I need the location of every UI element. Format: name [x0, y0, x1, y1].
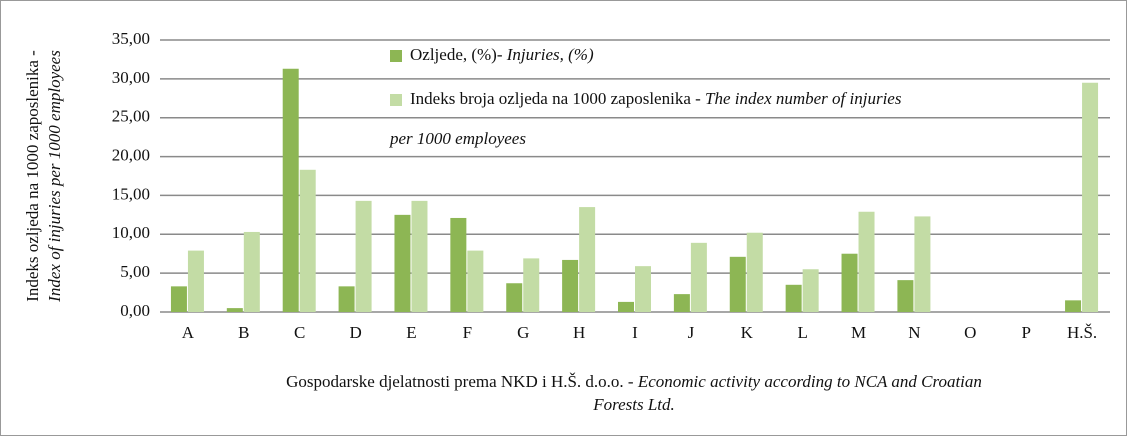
- x-tick-label: M: [851, 323, 866, 342]
- x-tick-label: J: [688, 323, 695, 342]
- bar: [282, 68, 299, 312]
- bar: [467, 250, 484, 312]
- x-axis-label: Forests Ltd.: [592, 395, 675, 414]
- x-tick-label: E: [406, 323, 416, 342]
- bar: [579, 207, 596, 312]
- x-tick-label: B: [238, 323, 249, 342]
- bar: [226, 308, 243, 312]
- bar: [523, 258, 540, 312]
- y-tick-label: 5,00: [120, 262, 150, 281]
- bar: [243, 231, 260, 312]
- bar: [562, 259, 579, 312]
- legend-name: Indeks broja ozljeda na 1000 zaposlenika…: [410, 89, 705, 108]
- x-tick-label: K: [741, 323, 754, 342]
- y-axis-label: Indeks ozljeda na 1000 zaposlenika -: [23, 50, 42, 302]
- legend-label: Ozljede, (%)- Injuries, (%): [410, 45, 594, 64]
- y-tick-label: 20,00: [112, 145, 150, 164]
- x-tick-label: I: [632, 323, 638, 342]
- y-axis-label-part: Indeks ozljeda na 1000 zaposlenika -: [23, 50, 42, 302]
- bar: [299, 169, 316, 312]
- x-axis-label-part: Economic activity according to NCA and C…: [637, 372, 982, 391]
- bar: [411, 200, 428, 312]
- bar: [897, 280, 914, 312]
- legend-name-en: Injuries, (%): [506, 45, 594, 64]
- y-axis-label-part: Index of injuries per 1000 employees: [45, 50, 64, 303]
- x-tick-label: O: [964, 323, 976, 342]
- bar: [170, 286, 187, 312]
- x-tick-label: H.Š.: [1067, 323, 1097, 342]
- x-tick-label: F: [463, 323, 472, 342]
- bar: [355, 200, 372, 312]
- y-tick-label: 35,00: [112, 29, 150, 48]
- bar: [1065, 300, 1082, 312]
- y-axis-label: Index of injuries per 1000 employees: [45, 50, 64, 303]
- bar: [729, 256, 746, 312]
- legend-name-en: The index number of injuries: [705, 89, 902, 108]
- bar: [506, 283, 523, 312]
- legend-name: Ozljede, (%)-: [410, 45, 507, 64]
- legend-label: Indeks broja ozljeda na 1000 zaposlenika…: [389, 89, 902, 148]
- bar: [690, 242, 707, 312]
- bar: [746, 232, 763, 312]
- x-tick-label: P: [1021, 323, 1030, 342]
- legend-swatch: [390, 50, 402, 62]
- bar: [785, 284, 802, 312]
- bar: [635, 266, 651, 312]
- x-tick-label: H: [573, 323, 585, 342]
- x-tick-label: N: [908, 323, 920, 342]
- x-axis-label-part: Gospodarske djelatnosti prema NKD i H.Š.…: [286, 372, 638, 391]
- bar: [394, 214, 411, 312]
- y-tick-label: 30,00: [112, 68, 150, 87]
- bar: [187, 250, 204, 312]
- x-tick-label: L: [797, 323, 807, 342]
- bar: [1082, 82, 1099, 312]
- y-tick-label: 15,00: [112, 184, 150, 203]
- x-axis-label: Gospodarske djelatnosti prema NKD i H.Š.…: [286, 372, 982, 391]
- x-tick-label: A: [182, 323, 195, 342]
- bar: [618, 301, 634, 312]
- y-tick-label: 0,00: [120, 301, 150, 320]
- x-axis-label-part: Forests Ltd.: [592, 395, 675, 414]
- bar: [841, 253, 858, 312]
- bar: [914, 216, 931, 312]
- bar: [673, 294, 690, 312]
- bar: [858, 211, 875, 312]
- bar: [450, 217, 467, 312]
- x-tick-label: D: [349, 323, 361, 342]
- bar: [802, 269, 819, 312]
- legend-name-en: per 1000 employees: [389, 129, 526, 148]
- x-tick-label: G: [517, 323, 529, 342]
- y-tick-label: 10,00: [112, 223, 150, 242]
- bar: [338, 286, 355, 312]
- legend-swatch: [390, 94, 402, 106]
- y-tick-label: 25,00: [112, 107, 150, 126]
- x-tick-label: C: [294, 323, 305, 342]
